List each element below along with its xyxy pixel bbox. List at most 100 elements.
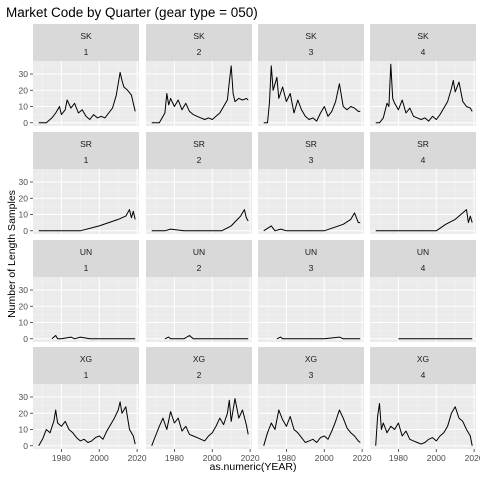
facet-panel: SR 3	[258, 132, 364, 234]
y-tick-label: 0	[23, 334, 28, 344]
plot-background	[146, 169, 252, 234]
plot-background	[258, 169, 364, 234]
facet-row-label: SR	[193, 139, 205, 149]
facet-panel: UN 3	[258, 240, 364, 342]
facet-strip	[146, 132, 252, 169]
plot-background	[33, 61, 139, 126]
facet-row-label: SK	[193, 31, 205, 41]
series-line	[38, 71, 136, 124]
facet-panel: UN 1	[33, 240, 139, 342]
chart-title: Market Code by Quarter (gear type = 050)	[6, 5, 258, 20]
y-tick-label: 10	[19, 102, 29, 112]
facet-col-label: 3	[309, 155, 314, 165]
y-tick-label: 30	[19, 392, 29, 402]
facet-panel: SK 2	[146, 24, 252, 126]
y-tick-label: 20	[19, 85, 29, 95]
facet-grid: SK1SK2SK3SK4SR1SR2SR3SR4UN1UN2UN3UN4XG1X…	[33, 24, 476, 449]
plot-background	[370, 169, 476, 234]
facet-col-label: 1	[84, 263, 89, 273]
facet-strip	[370, 132, 476, 169]
y-tick-label: 0	[23, 118, 28, 128]
x-tick-label: 2020	[128, 453, 147, 463]
facet-col-label: 2	[197, 155, 202, 165]
facet-row-label: SK	[80, 31, 92, 41]
facet-row-label: SK	[305, 31, 317, 41]
facet-col-label: 2	[197, 370, 202, 380]
y-axis-title: Number of Length Samples	[6, 190, 18, 318]
facet-col-label: 3	[309, 47, 314, 57]
plot-background	[146, 61, 252, 126]
x-tick-label: 2000	[427, 453, 446, 463]
series-line	[375, 209, 473, 232]
facet-col-label: 1	[84, 155, 89, 165]
facet-strip	[258, 24, 364, 61]
series-line	[151, 398, 249, 446]
facet-panel: UN 2	[146, 240, 252, 342]
plot-background	[370, 61, 476, 126]
facet-strip	[33, 240, 139, 277]
facet-row-label: UN	[193, 247, 205, 257]
facet-strip	[33, 24, 139, 61]
plot-background	[258, 277, 364, 342]
facet-row-label: UN	[305, 247, 317, 257]
x-axis-title: as.numeric(YEAR)	[210, 461, 297, 473]
facet-strip	[258, 240, 364, 277]
y-tick-label: 10	[19, 318, 29, 328]
facet-strip	[146, 240, 252, 277]
series-line	[38, 401, 136, 447]
y-tick-label: 0	[23, 441, 28, 451]
facet-strip	[33, 347, 139, 384]
facet-panel: XG 1	[33, 347, 139, 449]
facet-row-label: XG	[193, 354, 205, 364]
plot-background	[33, 384, 139, 449]
facet-row-label: UN	[417, 247, 429, 257]
x-tick-label: 1980	[165, 453, 184, 463]
y-tick-label: 10	[19, 425, 29, 435]
facet-col-label: 3	[309, 370, 314, 380]
facet-col-label: 4	[421, 47, 426, 57]
plot-background	[258, 61, 364, 126]
x-tick-label: 1980	[389, 453, 408, 463]
series-line	[375, 63, 473, 124]
facet-col-label: 2	[197, 47, 202, 57]
x-tick-label: 2000	[90, 453, 109, 463]
x-tick-label: 1980	[52, 453, 71, 463]
y-tick-label: 20	[19, 193, 29, 203]
series-line	[263, 409, 361, 446]
y-tick-label: 30	[19, 69, 29, 79]
facet-row-label: SR	[80, 139, 92, 149]
plot-background	[370, 277, 476, 342]
y-tick-label: 10	[19, 210, 29, 220]
y-tick-label: 30	[19, 177, 29, 187]
y-tick-label: 0	[23, 226, 28, 236]
facet-row-label: SR	[417, 139, 429, 149]
series-line	[51, 335, 136, 340]
facet-panel: UN 4	[370, 240, 476, 342]
facet-col-label: 2	[197, 263, 202, 273]
facet-strip	[258, 132, 364, 169]
facet-row-label: XG	[80, 354, 92, 364]
series-line	[164, 335, 249, 340]
facet-row-label: XG	[417, 354, 429, 364]
facet-panel: SK 1	[33, 24, 139, 126]
plot-background	[33, 277, 139, 342]
facet-strip	[370, 347, 476, 384]
facet-panel: SR 2	[146, 132, 252, 234]
facet-panel: SK 4	[370, 24, 476, 126]
facet-col-label: 3	[309, 263, 314, 273]
x-tick-label: 1980	[277, 453, 296, 463]
facet-row-label: SR	[305, 139, 317, 149]
facet-col-label: 1	[84, 370, 89, 380]
series-line	[276, 336, 361, 340]
facet-panel: XG 2	[146, 347, 252, 449]
x-tick-label: 2020	[465, 453, 480, 463]
y-tick-label: 20	[19, 408, 29, 418]
x-axis-ticks: 1980 2000 2020 1980 2000 2020 1980 2000 2020 1980…	[52, 449, 480, 463]
facet-strip	[146, 347, 252, 384]
series-line	[263, 212, 361, 232]
facet-strip	[370, 24, 476, 61]
facet-panel: XG 4	[370, 347, 476, 449]
facet-panel: SR 1	[33, 132, 139, 234]
plot-background	[146, 277, 252, 342]
